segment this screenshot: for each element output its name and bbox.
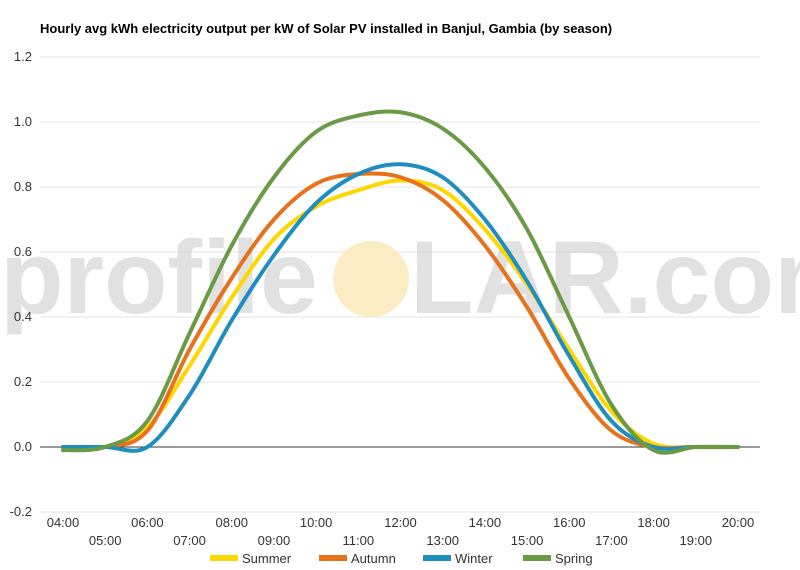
x-tick-label: 14:00 (469, 515, 502, 530)
legend-label: Autumn (351, 551, 396, 566)
x-tick-label: 15:00 (511, 533, 544, 548)
series-line-winter (61, 162, 740, 453)
legend-item-spring[interactable]: Spring (523, 551, 593, 566)
watermark-text-left: profile (0, 220, 318, 336)
x-tick-label: 06:00 (131, 515, 164, 530)
legend-swatch (319, 555, 347, 561)
legend-label: Spring (555, 551, 593, 566)
x-tick-label: 12:00 (384, 515, 417, 530)
x-tick-label: 04:00 (47, 515, 80, 530)
x-tick-label: 09:00 (258, 533, 291, 548)
series-layer (61, 109, 740, 455)
y-tick-label: 0.6 (14, 244, 32, 259)
legend-swatch (423, 555, 451, 561)
x-tick-label: 05:00 (89, 533, 122, 548)
y-tick-label: 1.2 (14, 49, 32, 64)
legend-item-winter[interactable]: Winter (423, 551, 493, 566)
x-tick-label: 16:00 (553, 515, 586, 530)
x-tick-label: 18:00 (637, 515, 670, 530)
x-tick-label: 17:00 (595, 533, 628, 548)
y-axis-labels: -0.2 0.0 0.2 0.4 0.6 0.8 1.0 1.2 (10, 49, 32, 519)
legend-swatch (210, 555, 238, 561)
x-axis-labels: 04:00 05:00 06:00 07:00 08:00 09:00 10:00 11:00… (47, 515, 755, 548)
legend-label: Summer (242, 551, 292, 566)
watermark-text-right: LAR.com (410, 220, 800, 336)
series-line-autumn (61, 171, 740, 451)
y-tick-label: 0.0 (14, 439, 32, 454)
legend-item-summer[interactable]: Summer (210, 551, 292, 566)
x-tick-label: 08:00 (215, 515, 248, 530)
watermark-sun-logo (333, 241, 409, 317)
y-tick-label: 1.0 (14, 114, 32, 129)
legend-item-autumn[interactable]: Autumn (319, 551, 396, 566)
legend-swatch (523, 555, 551, 561)
x-tick-label: 10:00 (300, 515, 333, 530)
y-tick-label: -0.2 (10, 504, 32, 519)
x-tick-label: 19:00 (680, 533, 713, 548)
x-tick-label: 11:00 (343, 533, 375, 548)
legend-label: Winter (455, 551, 493, 566)
x-tick-label: 07:00 (173, 533, 206, 548)
chart-legend[interactable]: Summer Autumn Winter Spring (210, 551, 593, 566)
y-tick-label: 0.4 (14, 309, 32, 324)
y-tick-label: 0.8 (14, 179, 32, 194)
x-tick-label: 13:00 (426, 533, 459, 548)
chart-title: Hourly avg kWh electricity output per kW… (40, 21, 612, 36)
grid-layer (40, 56, 760, 513)
series-line-spring (61, 109, 740, 455)
y-tick-label: 0.2 (14, 374, 32, 389)
profilesolar-watermark: profile LAR.com (0, 220, 800, 336)
x-tick-label: 20:00 (722, 515, 755, 530)
